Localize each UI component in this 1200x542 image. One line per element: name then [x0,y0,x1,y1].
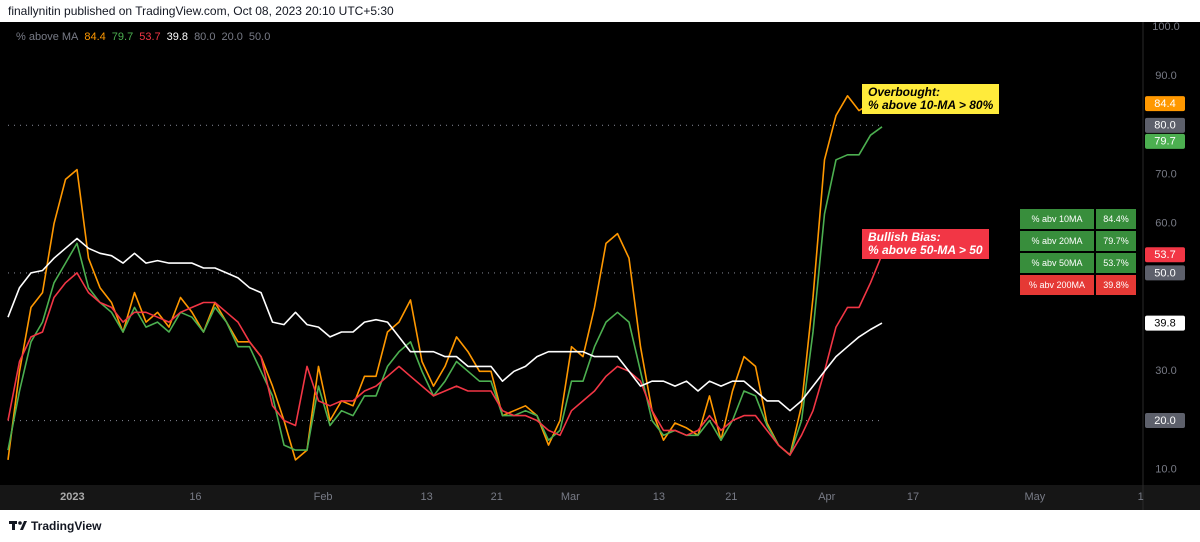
price-label: 20.0 [1154,415,1175,427]
y-tick-label: 10.0 [1155,464,1176,476]
x-tick-label: Mar [561,491,580,503]
y-tick-label: 90.0 [1155,70,1176,82]
annotation-line: % above 50-MA > 50 [868,243,983,257]
legend-value: 20.0 [221,31,243,43]
x-tick-label: Feb [314,491,333,503]
x-tick-label: 17 [907,491,919,503]
summary-table: % abv 10MA 84.4%% abv 20MA 79.7%% abv 50MA… [1020,209,1136,297]
table-row: % abv 10MA 84.4% [1020,209,1136,229]
legend-value: 80.0 [194,31,216,43]
legend-value: 50.0 [248,31,271,43]
price-label-bg [1145,96,1185,112]
price-label-bg [1145,265,1185,281]
series-line [7,254,883,456]
table-cell: % abv 50MA [1020,253,1094,273]
legend-value: 79.7 [111,31,134,43]
y-tick-label: 100.0 [1152,21,1180,33]
x-tick-label: 21 [491,491,503,503]
x-tick-label: 2023 [60,491,84,503]
price-label-bg [1145,247,1185,263]
price-label: 80.0 [1154,120,1175,132]
annotation-line: Bullish Bias: [868,230,941,244]
x-tick-label: 13 [420,491,432,503]
price-label-bg [1145,133,1185,149]
x-tick-label: May [1025,491,1046,503]
legend-value: 53.7 [139,31,161,43]
y-tick-label: 30.0 [1155,365,1176,377]
legend-title: % above MA [16,31,79,43]
price-label-bg [1145,315,1185,331]
table-row: % abv 200MA 39.8% [1020,275,1136,295]
table-cell: 79.7% [1096,231,1136,251]
table-cell: 53.7% [1096,253,1136,273]
annotation-line: Overbought: [868,85,940,99]
footer: TradingView [31,519,102,533]
header: finallynitin published on TradingView.co… [8,4,394,18]
series-line [7,126,883,456]
logo [9,521,27,530]
table-cell: 84.4% [1096,209,1136,229]
legend-value: 39.8 [166,31,189,43]
table-cell: % abv 20MA [1020,231,1094,251]
price-label: 53.7 [1154,249,1175,261]
legend: % above MA 84.4 79.7 53.7 39.8 80.0 20.0 50.0 [16,31,270,43]
table-row: % abv 20MA 79.7% [1020,231,1136,251]
price-label-bg [1145,117,1185,133]
annotation: Overbought:% above 10-MA > 80% [862,84,1000,114]
x-tick-label: 13 [653,491,665,503]
y-tick-label: 60.0 [1155,218,1176,230]
x-tick-label: 21 [725,491,737,503]
x-tick-label: 16 [189,491,201,503]
x-tick-label: 1 [1138,491,1144,503]
annotation: Bullish Bias:% above 50-MA > 50 [862,229,989,259]
series-line [7,237,883,412]
y-tick-label: 70.0 [1155,168,1176,180]
price-label: 79.7 [1154,136,1175,148]
x-axis-strip [0,485,1200,510]
price-label-bg [1145,413,1185,429]
price-label: 84.4 [1154,98,1175,110]
table-row: % abv 50MA 53.7% [1020,253,1136,273]
legend-value: 84.4 [84,31,106,43]
table-cell: % abv 10MA [1020,209,1094,229]
table-cell: % abv 200MA [1020,275,1094,295]
x-tick-label: Apr [818,491,835,503]
annotation-line: % above 10-MA > 80% [868,98,994,112]
price-label: 50.0 [1154,267,1175,279]
price-label: 39.8 [1154,318,1175,330]
table-cell: 39.8% [1096,275,1136,295]
